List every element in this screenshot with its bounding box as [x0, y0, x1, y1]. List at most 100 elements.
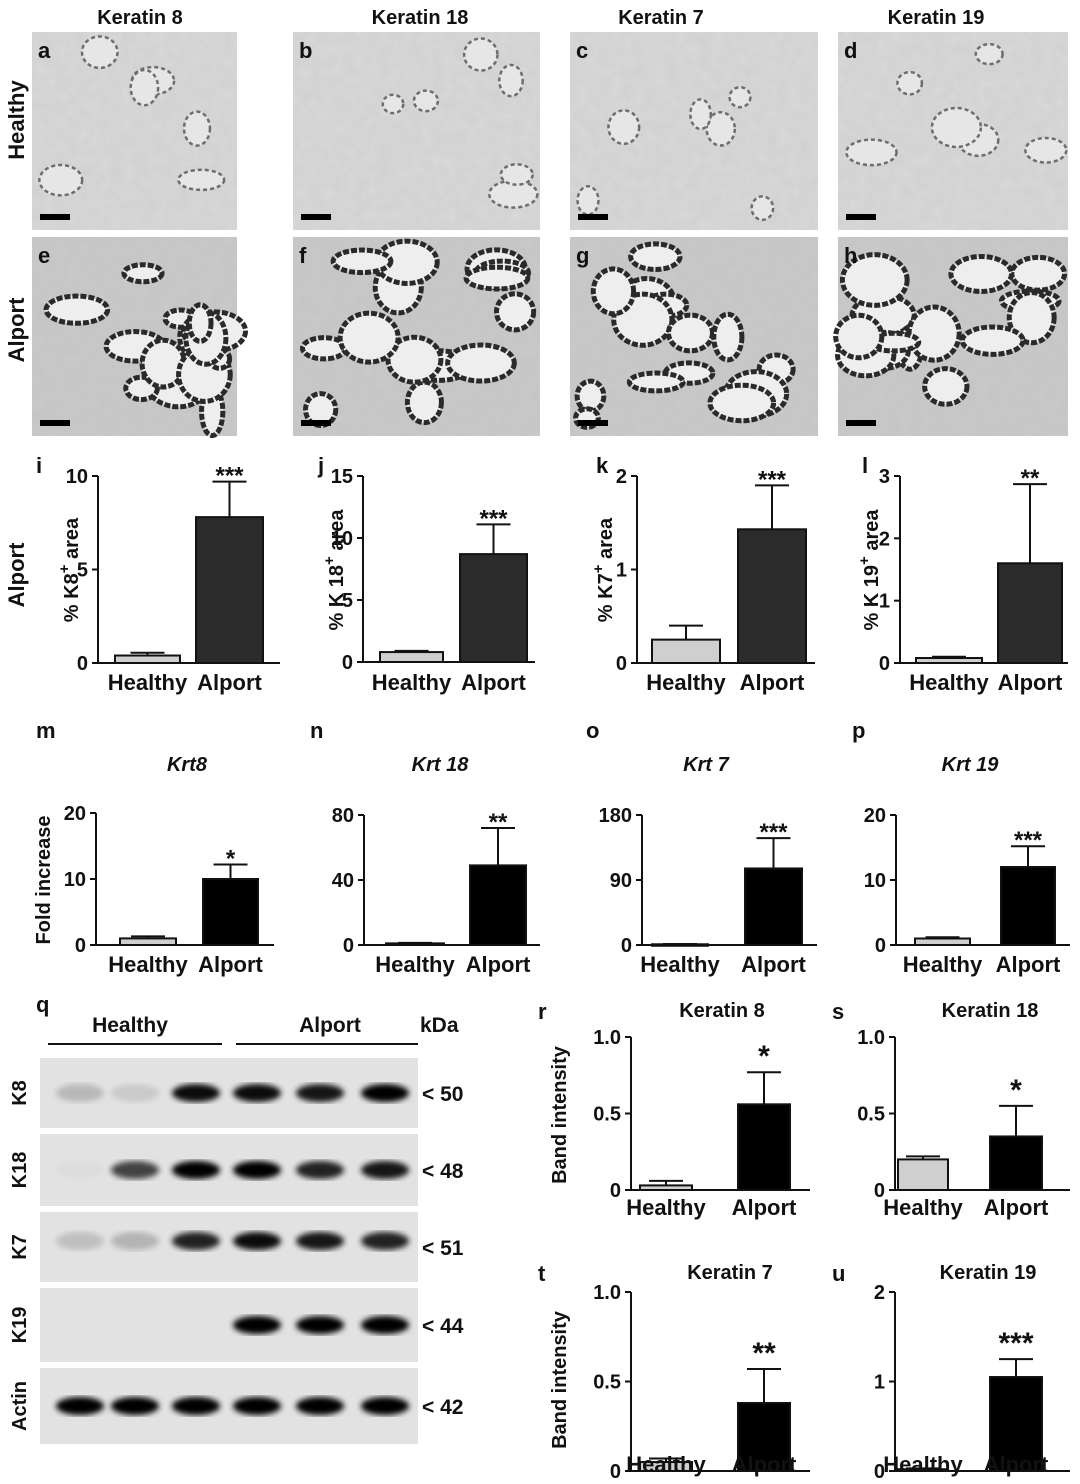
tubule-stain [462, 37, 499, 72]
y-tick-label: 0 [616, 653, 627, 675]
bar-healthy [379, 651, 444, 664]
category-label-alport: Alport [984, 1195, 1049, 1220]
tubule-stain [1009, 254, 1068, 293]
bar-healthy [914, 937, 971, 946]
y-axis-label: % K 18+ area [321, 509, 348, 631]
blot-band [296, 1397, 344, 1415]
blot-band [111, 1161, 159, 1179]
category-label-healthy: Healthy [108, 670, 188, 695]
bar-alport [737, 1103, 791, 1191]
blot-row-label-k8: K8 [9, 1080, 31, 1106]
panel-letter-b: b [299, 38, 312, 63]
blot-band [56, 1232, 104, 1250]
panel-letter-f: f [299, 243, 307, 268]
bar-alport [195, 516, 264, 665]
blot-band [233, 1232, 281, 1250]
micrograph-e: e [32, 237, 249, 439]
chart-title: Krt8 [167, 754, 208, 776]
chart-u: u Keratin 19 0 1 2 Healthy Alport *** [832, 1261, 1070, 1483]
panel-letter-k: k [596, 453, 609, 478]
significance-marker: *** [479, 505, 508, 532]
panel-letter-u: u [832, 1261, 845, 1286]
blot-group-alport: Alport [299, 1014, 361, 1037]
panel-letter-h: h [844, 243, 857, 268]
blot-row-k19: K19 < 44 [9, 1288, 464, 1362]
bar-alport [744, 867, 803, 947]
chart-s: s Keratin 18 0 0.5 1.0 Healthy Alport * [832, 999, 1070, 1220]
blot-unit-kda: kDa [420, 1014, 459, 1037]
chart-k: k 0 1 2 % K7+ area Healthy Alport *** [590, 453, 815, 695]
tubule-stain [665, 312, 716, 354]
bar-alport [469, 864, 527, 946]
blot-band [233, 1084, 281, 1102]
western-blot: q Healthy Alport kDa K8 < 50 K18 < 48 K7 < 51… [9, 992, 464, 1444]
y-tick-label: 0 [874, 1180, 885, 1202]
panel-letter-g: g [576, 243, 589, 268]
y-tick-label: 1 [879, 591, 890, 613]
panel-letter-j: j [317, 453, 324, 478]
tubule-stain [493, 291, 537, 333]
chart-m: m Krt8 0 10 20 Fold increase Healthy Alport * [33, 718, 274, 977]
category-label-alport: Alport [732, 1452, 797, 1477]
y-tick-label: 180 [599, 805, 632, 827]
blot-membrane [40, 1212, 418, 1282]
row-label-healthy: Healthy [4, 80, 29, 160]
bar-healthy [119, 937, 177, 947]
category-label-healthy: Healthy [640, 952, 720, 977]
blot-group-healthy: Healthy [92, 1014, 168, 1037]
chart-n: n Krt 18 0 40 80 Healthy Alport ** [310, 718, 540, 977]
chart-o: o Krt 7 0 90 180 Healthy Alport *** [586, 718, 817, 977]
tubule-stain [177, 168, 226, 192]
tubule-stain [412, 89, 440, 113]
tubule-stain [833, 312, 885, 361]
tubule-stain [930, 106, 983, 149]
blot-band [233, 1161, 281, 1179]
y-tick-label: 0 [875, 935, 886, 957]
scale-bar [846, 214, 876, 220]
blot-band [172, 1161, 220, 1179]
significance-marker: ** [489, 809, 508, 836]
bar-alport [737, 528, 807, 664]
y-tick-label: 0 [621, 935, 632, 957]
chart-title: Krt 18 [412, 754, 470, 776]
tubule-stain [129, 68, 160, 107]
scale-bar [40, 214, 70, 220]
bar-healthy [897, 1158, 949, 1192]
row-label-alport-area: Alport [4, 542, 29, 607]
category-label-alport: Alport [198, 952, 263, 977]
scale-bar [578, 214, 608, 220]
panel-letter-q: q [36, 992, 49, 1017]
tubule-stain [628, 241, 683, 272]
tubule-stain [728, 85, 752, 109]
panel-letter-c: c [576, 38, 588, 63]
panel-letter-i: i [36, 453, 42, 478]
y-tick-label: 0.5 [593, 1104, 621, 1126]
blot-band [56, 1084, 104, 1102]
y-tick-label: 1 [874, 1372, 885, 1394]
category-label-healthy: Healthy [903, 952, 983, 977]
blot-row-label-k19: K19 [9, 1307, 31, 1344]
y-tick-label: 2 [879, 528, 890, 550]
category-label-healthy: Healthy [372, 670, 452, 695]
y-tick-label: 0.5 [857, 1104, 885, 1126]
blot-row-actin: Actin < 42 [9, 1368, 463, 1444]
significance-marker: ** [752, 1337, 776, 1370]
category-label-healthy: Healthy [375, 952, 455, 977]
blot-kda-marker: < 42 [422, 1396, 463, 1419]
micrograph-grid: a b c d e f g h [32, 32, 1068, 439]
significance-marker: *** [758, 466, 787, 493]
category-label-alport: Alport [197, 670, 262, 695]
y-tick-label: 1.0 [857, 1027, 885, 1049]
category-label-healthy: Healthy [646, 670, 726, 695]
category-label-alport: Alport [998, 670, 1063, 695]
scale-bar [578, 420, 608, 426]
tubule-stain [896, 70, 924, 96]
y-tick-label: 80 [332, 805, 354, 827]
y-tick-label: 0.5 [593, 1372, 621, 1394]
blot-membrane [40, 1134, 418, 1206]
panel-letter-r: r [538, 999, 547, 1024]
blot-band [361, 1084, 409, 1102]
bar-alport [459, 553, 528, 663]
y-tick-label: 10 [331, 528, 353, 550]
